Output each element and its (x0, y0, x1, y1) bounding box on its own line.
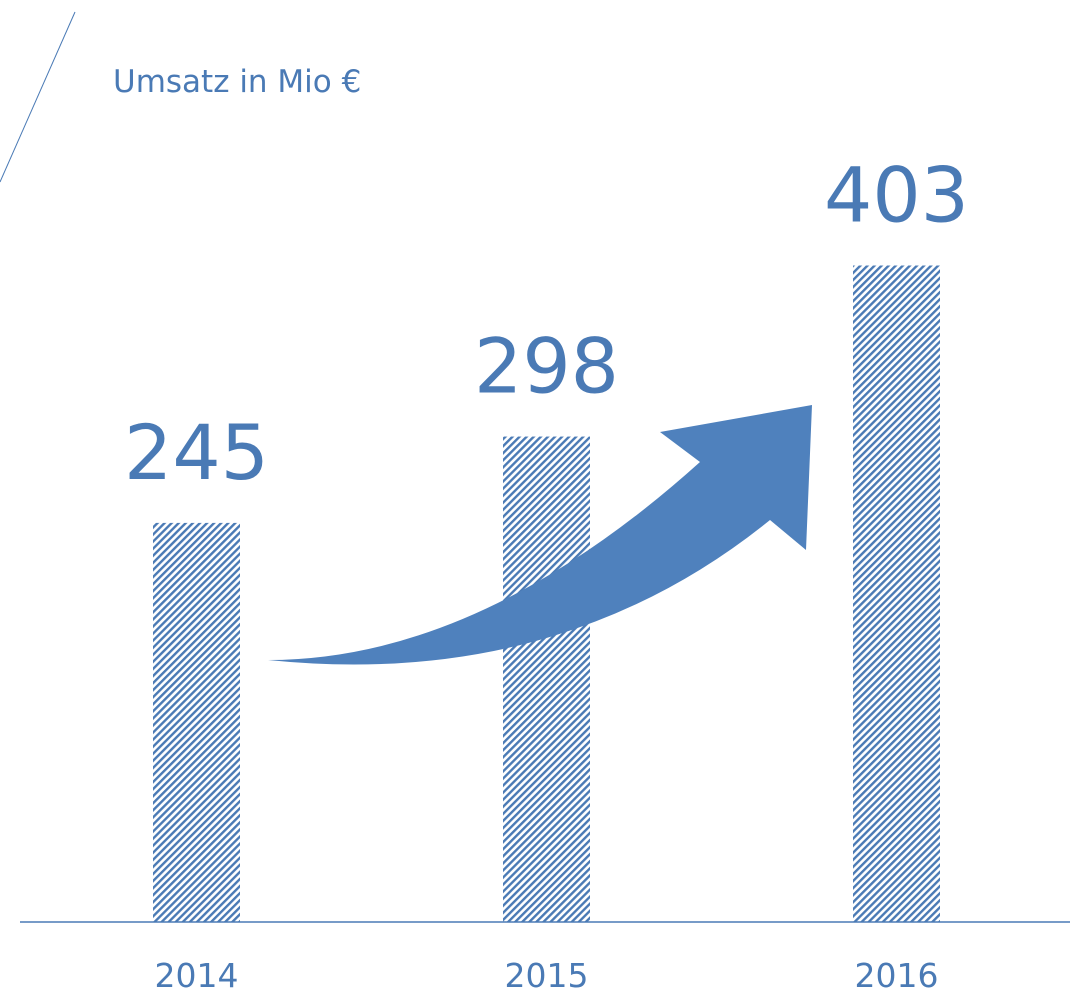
x-tick-label: 2016 (855, 956, 939, 995)
data-label: 298 (474, 322, 619, 411)
bar (153, 522, 240, 922)
bar (853, 265, 940, 922)
chart-title: Umsatz in Mio € (113, 64, 361, 100)
data-label: 245 (124, 408, 269, 497)
x-tick-label: 2015 (505, 956, 589, 995)
plot: 245 2014 298 2015 403 2016 (124, 151, 969, 995)
bar (503, 436, 590, 922)
decor-line (0, 11, 76, 183)
x-tick-label: 2014 (155, 956, 239, 995)
trend-arrow (268, 405, 812, 665)
data-label: 403 (824, 151, 969, 240)
